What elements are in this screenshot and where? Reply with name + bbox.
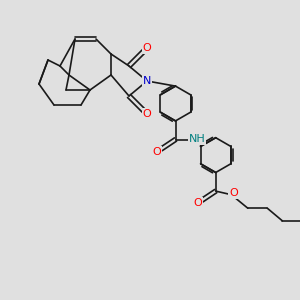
Text: O: O [142,109,152,119]
Text: O: O [142,43,152,53]
Text: NH: NH [189,134,206,145]
Text: N: N [143,76,151,86]
Text: O: O [153,146,162,157]
Text: O: O [229,188,238,198]
Text: O: O [193,198,202,208]
